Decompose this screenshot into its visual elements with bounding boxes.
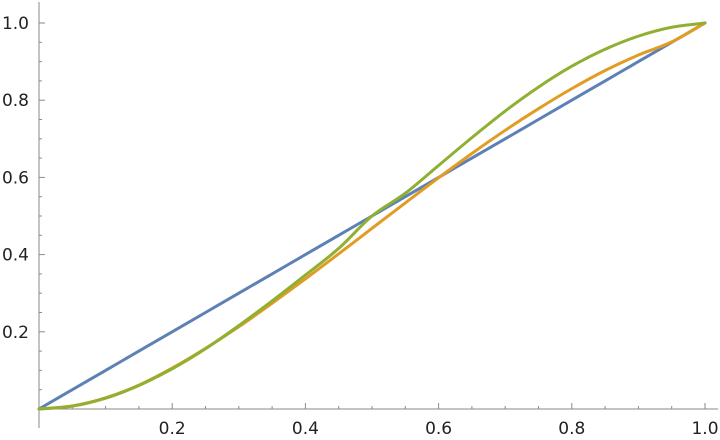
y-tick-label: 0.8 [2,91,29,111]
series-group [37,21,707,411]
x-tick-label: 1.0 [691,419,718,439]
x-tick-label: 0.6 [425,419,452,439]
series-line-green [37,21,707,411]
y-tick-label: 0.6 [2,168,29,188]
y-tick-label: 1.0 [2,14,29,34]
y-tick-label: 0.4 [2,246,29,266]
x-tick-label: 0.2 [159,419,186,439]
y-tick-label: 0.2 [2,323,29,343]
ticks: 0.2 0.4 0.6 0.8 1.0 0.2 0.4 0.6 0.8 1.0 [2,14,719,439]
x-tick-label: 0.8 [558,419,585,439]
x-tick-label: 0.4 [292,419,319,439]
